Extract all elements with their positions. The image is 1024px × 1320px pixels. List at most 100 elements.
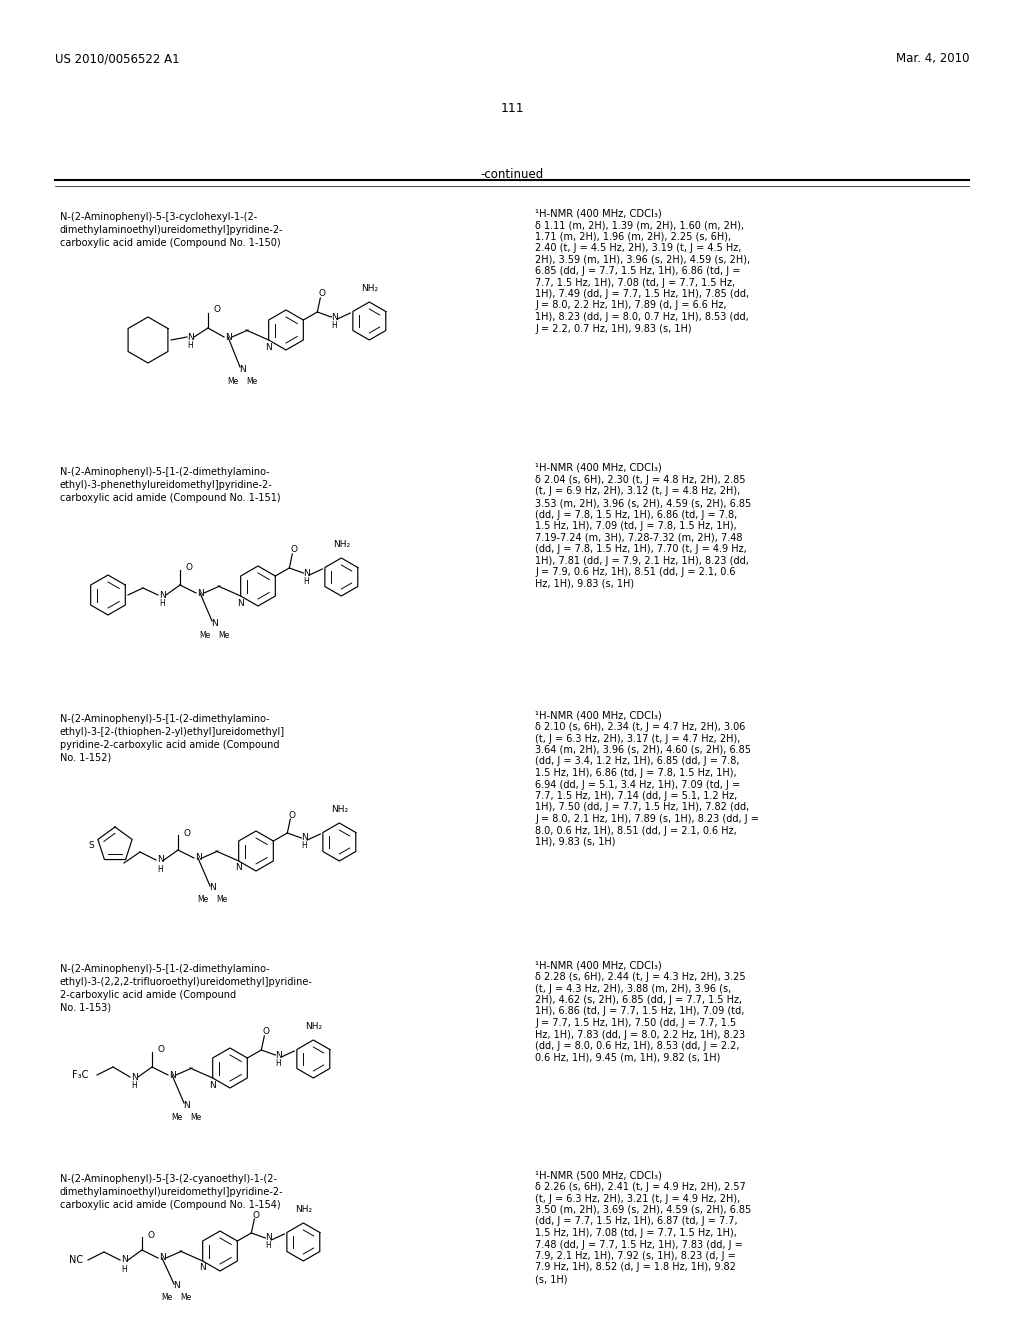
- Text: N: N: [331, 313, 338, 322]
- Text: H: H: [303, 577, 309, 586]
- Text: 7.7, 1.5 Hz, 1H), 7.14 (dd, J = 5.1, 1.2 Hz,: 7.7, 1.5 Hz, 1H), 7.14 (dd, J = 5.1, 1.2…: [535, 791, 737, 801]
- Text: 6.94 (dd, J = 5.1, 3.4 Hz, 1H), 7.09 (td, J =: 6.94 (dd, J = 5.1, 3.4 Hz, 1H), 7.09 (td…: [535, 780, 740, 789]
- Text: (dd, J = 7.8, 1.5 Hz, 1H), 7.70 (t, J = 4.9 Hz,: (dd, J = 7.8, 1.5 Hz, 1H), 7.70 (t, J = …: [535, 544, 746, 554]
- Text: 1H), 9.83 (s, 1H): 1H), 9.83 (s, 1H): [535, 837, 615, 847]
- Text: N: N: [182, 1101, 189, 1110]
- Text: Me: Me: [227, 376, 239, 385]
- Text: 2H), 4.62 (s, 2H), 6.85 (dd, J = 7.7, 1.5 Hz,: 2H), 4.62 (s, 2H), 6.85 (dd, J = 7.7, 1.…: [535, 995, 742, 1005]
- Text: N-(2-Aminophenyl)-5-[1-(2-dimethylamino-: N-(2-Aminophenyl)-5-[1-(2-dimethylamino-: [60, 964, 269, 974]
- Text: 7.9 Hz, 1H), 8.52 (d, J = 1.8 Hz, 1H), 9.82: 7.9 Hz, 1H), 8.52 (d, J = 1.8 Hz, 1H), 9…: [535, 1262, 736, 1272]
- Text: NH₂: NH₂: [333, 540, 350, 549]
- Text: N: N: [186, 333, 194, 342]
- Text: ethyl)-3-(2,2,2-trifluoroethyl)ureidomethyl]pyridine-: ethyl)-3-(2,2,2-trifluoroethyl)ureidomet…: [60, 977, 313, 987]
- Text: N: N: [211, 619, 217, 627]
- Text: Me: Me: [218, 631, 229, 639]
- Text: N: N: [275, 1051, 282, 1060]
- Text: 7.48 (dd, J = 7.7, 1.5 Hz, 1H), 7.83 (dd, J =: 7.48 (dd, J = 7.7, 1.5 Hz, 1H), 7.83 (dd…: [535, 1239, 742, 1250]
- Text: 1.71 (m, 2H), 1.96 (m, 2H), 2.25 (s, 6H),: 1.71 (m, 2H), 1.96 (m, 2H), 2.25 (s, 6H)…: [535, 231, 731, 242]
- Text: J = 8.0, 2.1 Hz, 1H), 7.89 (s, 1H), 8.23 (dd, J =: J = 8.0, 2.1 Hz, 1H), 7.89 (s, 1H), 8.23…: [535, 814, 759, 824]
- Text: carboxylic acid amide (Compound No. 1-150): carboxylic acid amide (Compound No. 1-15…: [60, 238, 281, 248]
- Text: O: O: [183, 829, 190, 837]
- Text: dimethylaminoethyl)ureidomethyl]pyridine-2-: dimethylaminoethyl)ureidomethyl]pyridine…: [60, 1187, 284, 1197]
- Text: 6.85 (dd, J = 7.7, 1.5 Hz, 1H), 6.86 (td, J =: 6.85 (dd, J = 7.7, 1.5 Hz, 1H), 6.86 (td…: [535, 267, 740, 276]
- Text: (dd, J = 8.0, 0.6 Hz, 1H), 8.53 (dd, J = 2.2,: (dd, J = 8.0, 0.6 Hz, 1H), 8.53 (dd, J =…: [535, 1041, 739, 1051]
- Text: N: N: [209, 1081, 216, 1089]
- Text: N: N: [197, 589, 204, 598]
- Text: 1H), 7.81 (dd, J = 7.9, 2.1 Hz, 1H), 8.23 (dd,: 1H), 7.81 (dd, J = 7.9, 2.1 Hz, 1H), 8.2…: [535, 556, 749, 565]
- Text: 1H), 6.86 (td, J = 7.7, 1.5 Hz, 1H), 7.09 (td,: 1H), 6.86 (td, J = 7.7, 1.5 Hz, 1H), 7.0…: [535, 1006, 744, 1016]
- Text: 3.64 (m, 2H), 3.96 (s, 2H), 4.60 (s, 2H), 6.85: 3.64 (m, 2H), 3.96 (s, 2H), 4.60 (s, 2H)…: [535, 744, 751, 755]
- Text: O: O: [213, 305, 220, 314]
- Text: J = 7.9, 0.6 Hz, 1H), 8.51 (dd, J = 2.1, 0.6: J = 7.9, 0.6 Hz, 1H), 8.51 (dd, J = 2.1,…: [535, 568, 735, 577]
- Text: pyridine-2-carboxylic acid amide (Compound: pyridine-2-carboxylic acid amide (Compou…: [60, 741, 280, 750]
- Text: 3.53 (m, 2H), 3.96 (s, 2H), 4.59 (s, 2H), 6.85: 3.53 (m, 2H), 3.96 (s, 2H), 4.59 (s, 2H)…: [535, 498, 752, 508]
- Text: (t, J = 6.3 Hz, 2H), 3.17 (t, J = 4.7 Hz, 2H),: (t, J = 6.3 Hz, 2H), 3.17 (t, J = 4.7 Hz…: [535, 734, 740, 743]
- Text: Hz, 1H), 7.83 (dd, J = 8.0, 2.2 Hz, 1H), 8.23: Hz, 1H), 7.83 (dd, J = 8.0, 2.2 Hz, 1H),…: [535, 1030, 745, 1040]
- Text: N: N: [121, 1255, 127, 1265]
- Text: 3.50 (m, 2H), 3.69 (s, 2H), 4.59 (s, 2H), 6.85: 3.50 (m, 2H), 3.69 (s, 2H), 4.59 (s, 2H)…: [535, 1205, 752, 1214]
- Text: N: N: [209, 883, 215, 892]
- Text: H: H: [121, 1265, 127, 1274]
- Text: N: N: [239, 364, 246, 374]
- Text: NH₂: NH₂: [295, 1205, 312, 1214]
- Text: ethyl)-3-phenethylureidomethyl]pyridine-2-: ethyl)-3-phenethylureidomethyl]pyridine-…: [60, 480, 272, 490]
- Text: US 2010/0056522 A1: US 2010/0056522 A1: [55, 51, 179, 65]
- Text: O: O: [291, 545, 298, 554]
- Text: N: N: [224, 333, 231, 342]
- Text: N: N: [131, 1072, 137, 1081]
- Text: 7.7, 1.5 Hz, 1H), 7.08 (td, J = 7.7, 1.5 Hz,: 7.7, 1.5 Hz, 1H), 7.08 (td, J = 7.7, 1.5…: [535, 277, 735, 288]
- Text: 1H), 8.23 (dd, J = 8.0, 0.7 Hz, 1H), 8.53 (dd,: 1H), 8.23 (dd, J = 8.0, 0.7 Hz, 1H), 8.5…: [535, 312, 749, 322]
- Text: H: H: [332, 321, 337, 330]
- Text: 1H), 7.50 (dd, J = 7.7, 1.5 Hz, 1H), 7.82 (dd,: 1H), 7.50 (dd, J = 7.7, 1.5 Hz, 1H), 7.8…: [535, 803, 750, 813]
- Text: Me: Me: [198, 895, 209, 904]
- Text: 1.5 Hz, 1H), 6.86 (td, J = 7.8, 1.5 Hz, 1H),: 1.5 Hz, 1H), 6.86 (td, J = 7.8, 1.5 Hz, …: [535, 768, 736, 777]
- Text: Me: Me: [180, 1294, 191, 1303]
- Text: NH₂: NH₂: [331, 805, 348, 814]
- Text: N: N: [236, 863, 242, 873]
- Text: 7.19-7.24 (m, 3H), 7.28-7.32 (m, 2H), 7.48: 7.19-7.24 (m, 3H), 7.28-7.32 (m, 2H), 7.…: [535, 532, 742, 543]
- Text: H: H: [187, 342, 193, 351]
- Text: δ 2.26 (s, 6H), 2.41 (t, J = 4.9 Hz, 2H), 2.57: δ 2.26 (s, 6H), 2.41 (t, J = 4.9 Hz, 2H)…: [535, 1181, 745, 1192]
- Text: ¹H-NMR (400 MHz, CDCl₃): ¹H-NMR (400 MHz, CDCl₃): [535, 710, 662, 719]
- Text: carboxylic acid amide (Compound No. 1-151): carboxylic acid amide (Compound No. 1-15…: [60, 492, 281, 503]
- Text: O: O: [147, 1230, 154, 1239]
- Text: (t, J = 6.9 Hz, 2H), 3.12 (t, J = 4.8 Hz, 2H),: (t, J = 6.9 Hz, 2H), 3.12 (t, J = 4.8 Hz…: [535, 487, 740, 496]
- Text: (t, J = 4.3 Hz, 2H), 3.88 (m, 2H), 3.96 (s,: (t, J = 4.3 Hz, 2H), 3.88 (m, 2H), 3.96 …: [535, 983, 731, 994]
- Text: Me: Me: [171, 1113, 182, 1122]
- Text: δ 2.28 (s, 6H), 2.44 (t, J = 4.3 Hz, 2H), 3.25: δ 2.28 (s, 6H), 2.44 (t, J = 4.3 Hz, 2H)…: [535, 972, 745, 982]
- Text: N: N: [265, 1233, 271, 1242]
- Text: S: S: [88, 841, 94, 850]
- Text: 2-carboxylic acid amide (Compound: 2-carboxylic acid amide (Compound: [60, 990, 237, 1001]
- Text: N: N: [173, 1282, 179, 1291]
- Text: ¹H-NMR (400 MHz, CDCl₃): ¹H-NMR (400 MHz, CDCl₃): [535, 960, 662, 970]
- Text: N-(2-Aminophenyl)-5-[1-(2-dimethylamino-: N-(2-Aminophenyl)-5-[1-(2-dimethylamino-: [60, 467, 269, 477]
- Text: δ 1.11 (m, 2H), 1.39 (m, 2H), 1.60 (m, 2H),: δ 1.11 (m, 2H), 1.39 (m, 2H), 1.60 (m, 2…: [535, 220, 744, 230]
- Text: ¹H-NMR (500 MHz, CDCl₃): ¹H-NMR (500 MHz, CDCl₃): [535, 1170, 662, 1180]
- Text: N: N: [157, 855, 164, 865]
- Text: N: N: [169, 1071, 175, 1080]
- Text: No. 1-152): No. 1-152): [60, 752, 112, 763]
- Text: (t, J = 6.3 Hz, 2H), 3.21 (t, J = 4.9 Hz, 2H),: (t, J = 6.3 Hz, 2H), 3.21 (t, J = 4.9 Hz…: [535, 1193, 740, 1204]
- Text: H: H: [159, 599, 165, 609]
- Text: No. 1-153): No. 1-153): [60, 1003, 112, 1012]
- Text: NC: NC: [69, 1255, 83, 1265]
- Text: 1H), 7.49 (dd, J = 7.7, 1.5 Hz, 1H), 7.85 (dd,: 1H), 7.49 (dd, J = 7.7, 1.5 Hz, 1H), 7.8…: [535, 289, 750, 300]
- Text: J = 2.2, 0.7 Hz, 1H), 9.83 (s, 1H): J = 2.2, 0.7 Hz, 1H), 9.83 (s, 1H): [535, 323, 691, 334]
- Text: N: N: [301, 833, 307, 842]
- Text: N: N: [238, 598, 244, 607]
- Text: J = 8.0, 2.2 Hz, 1H), 7.89 (d, J = 6.6 Hz,: J = 8.0, 2.2 Hz, 1H), 7.89 (d, J = 6.6 H…: [535, 301, 726, 310]
- Text: O: O: [185, 564, 193, 573]
- Text: J = 7.7, 1.5 Hz, 1H), 7.50 (dd, J = 7.7, 1.5: J = 7.7, 1.5 Hz, 1H), 7.50 (dd, J = 7.7,…: [535, 1018, 736, 1028]
- Text: H: H: [131, 1081, 137, 1090]
- Text: H: H: [301, 842, 307, 850]
- Text: N: N: [303, 569, 309, 578]
- Text: 0.6 Hz, 1H), 9.45 (m, 1H), 9.82 (s, 1H): 0.6 Hz, 1H), 9.45 (m, 1H), 9.82 (s, 1H): [535, 1052, 720, 1063]
- Text: 111: 111: [500, 102, 524, 115]
- Text: N: N: [265, 342, 272, 351]
- Text: N: N: [159, 1254, 165, 1262]
- Text: carboxylic acid amide (Compound No. 1-154): carboxylic acid amide (Compound No. 1-15…: [60, 1200, 281, 1210]
- Text: N-(2-Aminophenyl)-5-[1-(2-dimethylamino-: N-(2-Aminophenyl)-5-[1-(2-dimethylamino-: [60, 714, 269, 723]
- Text: (dd, J = 7.8, 1.5 Hz, 1H), 6.86 (td, J = 7.8,: (dd, J = 7.8, 1.5 Hz, 1H), 6.86 (td, J =…: [535, 510, 737, 520]
- Text: N-(2-Aminophenyl)-5-[3-cyclohexyl-1-(2-: N-(2-Aminophenyl)-5-[3-cyclohexyl-1-(2-: [60, 213, 257, 222]
- Text: Me: Me: [162, 1294, 173, 1303]
